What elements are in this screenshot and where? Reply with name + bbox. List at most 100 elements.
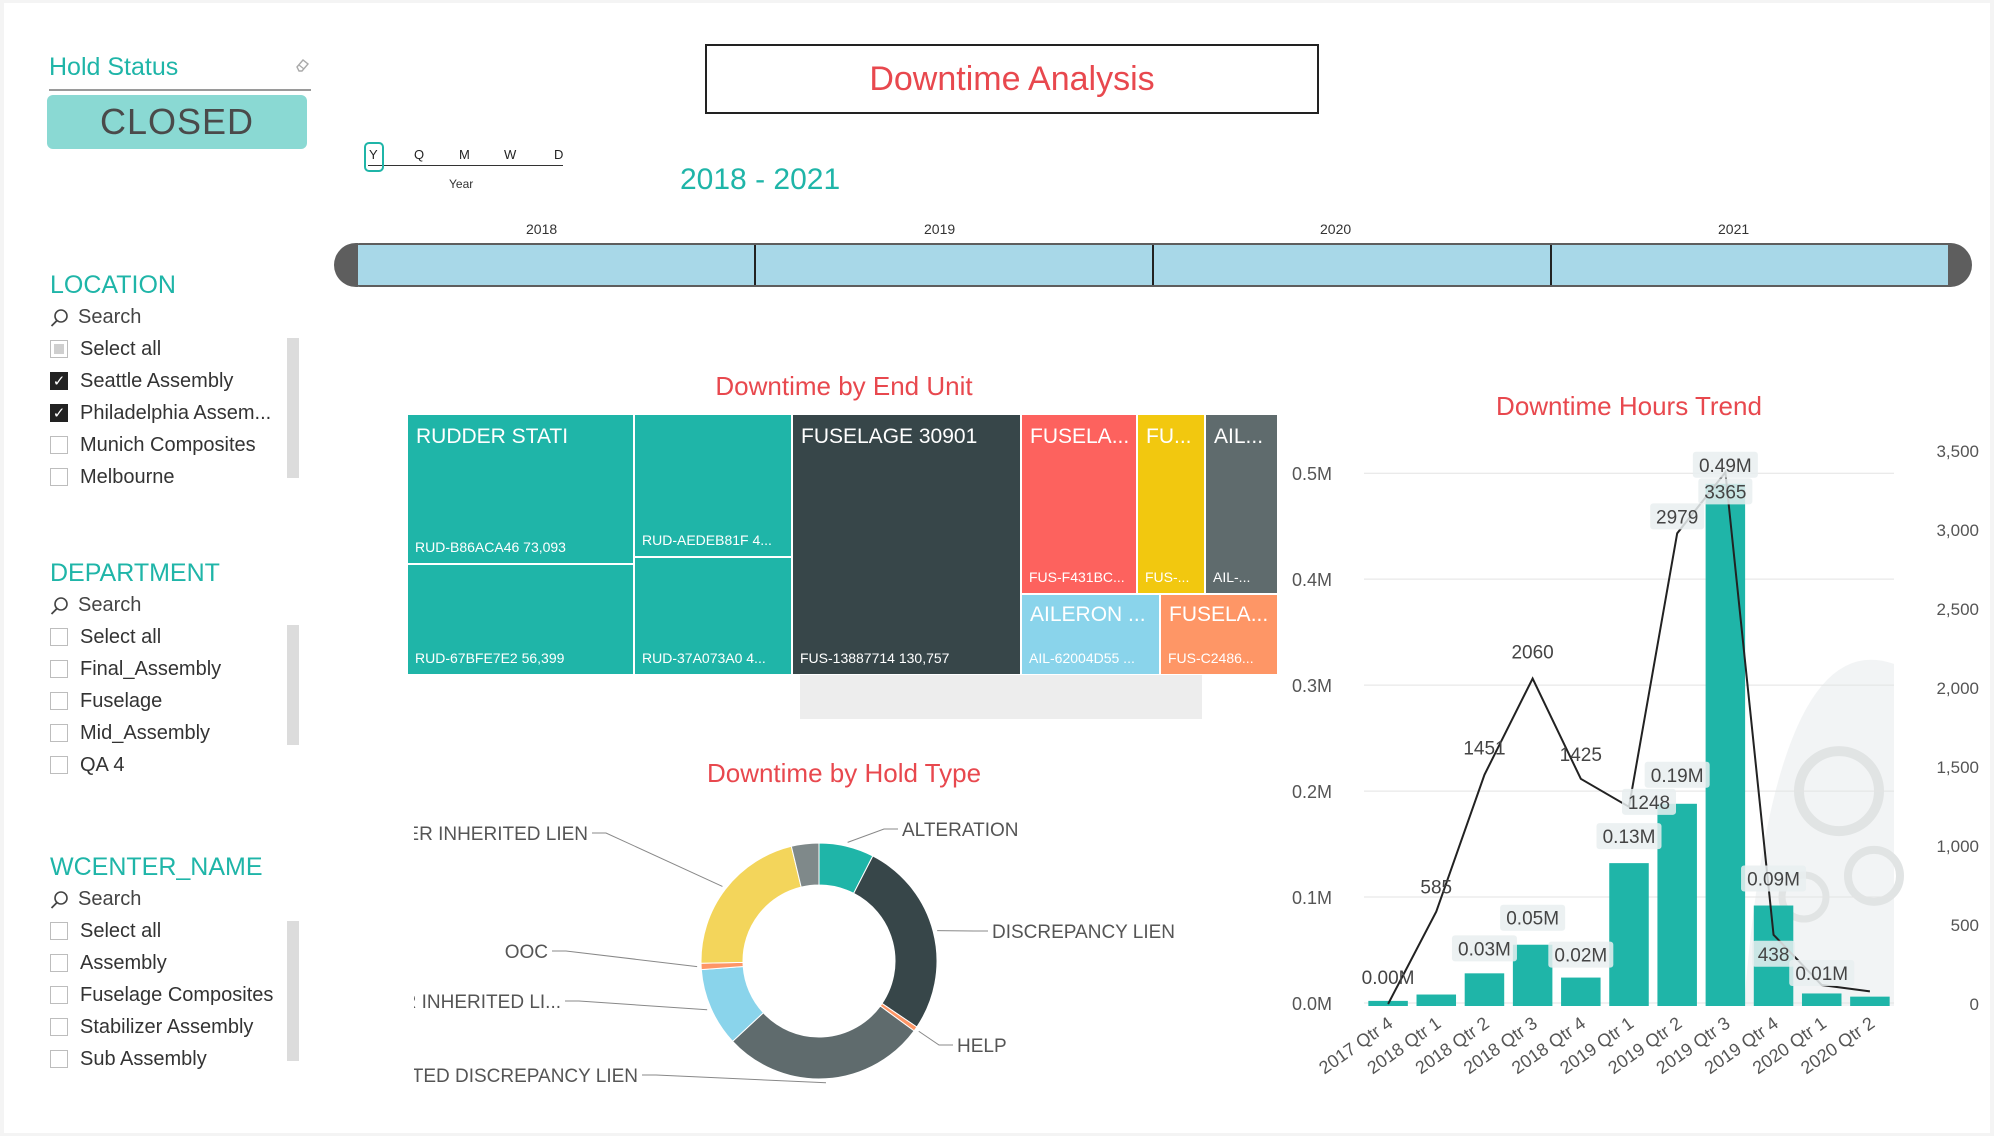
department-search-input[interactable]: Search <box>78 594 142 616</box>
donut-slice[interactable] <box>700 845 802 964</box>
bar-data-label: 0.49M <box>1699 456 1752 477</box>
location-option[interactable]: ✓ Philadelphia Assem... <box>50 397 310 429</box>
treemap-tile[interactable]: RUDDER STATI RUD-B86ACA46 73,093 <box>407 414 634 564</box>
treemap-tile[interactable]: RUD-67BFE7E2 56,399 <box>407 564 634 675</box>
timeline-period-2019[interactable] <box>756 245 1154 285</box>
trend-bar[interactable] <box>1609 863 1649 1006</box>
wcenter-slicer: WCENTER_NAME Search Select all Assembly Fu… <box>50 853 310 1075</box>
treemap-group-label: AILERON ... <box>1030 603 1146 626</box>
eraser-icon[interactable] <box>294 57 310 73</box>
location-option[interactable]: Melbourne <box>50 461 310 493</box>
checkbox[interactable] <box>50 660 68 678</box>
treemap-tile[interactable]: AILERON ... AIL-62004D55 ... <box>1021 594 1160 675</box>
wcenter-option[interactable]: Fuselage Composites <box>50 979 310 1011</box>
timeline-period-2020[interactable] <box>1154 245 1552 285</box>
granularity-month[interactable]: M <box>459 147 470 162</box>
trend-bar[interactable] <box>1464 973 1505 1006</box>
trend-bar[interactable] <box>1801 993 1842 1006</box>
y-axis-tick-label: 0.3M <box>1292 676 1332 696</box>
checkbox[interactable] <box>50 340 68 358</box>
department-option[interactable]: Select all <box>50 621 310 653</box>
treemap-tile[interactable]: RUD-37A073A0 4... <box>634 557 792 675</box>
timeline-selection[interactable] <box>358 245 1948 285</box>
wcenter-option[interactable]: Stabilizer Assembly <box>50 1011 310 1043</box>
option-label: Sub Assembly <box>80 1047 207 1070</box>
donut-slice[interactable] <box>852 855 938 1028</box>
location-search[interactable]: Search <box>50 306 310 329</box>
trend-bar[interactable] <box>1416 994 1457 1006</box>
granularity-week[interactable]: W <box>504 147 517 162</box>
department-search[interactable]: Search <box>50 594 310 617</box>
donut-slice[interactable] <box>790 842 820 888</box>
treemap-tile[interactable]: FU... FUS-... <box>1137 414 1205 594</box>
wcenter-search[interactable]: Search <box>50 888 310 911</box>
checkbox[interactable] <box>50 692 68 710</box>
line-data-label: 585 <box>1420 878 1452 899</box>
granularity-selected-indicator <box>364 142 384 172</box>
checkbox[interactable] <box>50 1018 68 1036</box>
department-option[interactable]: Final_Assembly <box>50 653 310 685</box>
treemap-tile-label: RUD-AEDEB81F 4... <box>642 532 772 548</box>
treemap-tile-label: AIL-62004D55 ... <box>1029 650 1135 666</box>
timeline-right-handle[interactable] <box>1948 243 1972 287</box>
donut-slice-label: OOC <box>505 942 548 963</box>
bar-data-label: 0.00M <box>1362 968 1415 989</box>
treemap-tile[interactable]: FUSELA... FUS-F431BC... <box>1021 414 1137 594</box>
wcenter-search-input[interactable]: Search <box>78 888 142 910</box>
checkbox[interactable] <box>50 756 68 774</box>
checkbox[interactable] <box>50 1050 68 1068</box>
checkbox[interactable]: ✓ <box>50 372 68 390</box>
bar-data-label: 0.02M <box>1554 946 1607 967</box>
location-option[interactable]: ✓ Seattle Assembly <box>50 365 310 397</box>
checkbox[interactable] <box>50 986 68 1004</box>
timeline-slicer[interactable]: 2018 2019 2020 2021 <box>334 215 1974 287</box>
checkbox[interactable] <box>50 922 68 940</box>
y2-axis-tick-label: 1,000 <box>1936 837 1979 856</box>
treemap-tile[interactable]: RUD-AEDEB81F 4... <box>634 414 792 557</box>
department-option[interactable]: Mid_Assembly <box>50 717 310 749</box>
trend-bar[interactable] <box>1850 996 1890 1006</box>
checkbox[interactable] <box>50 954 68 972</box>
granularity-day[interactable]: D <box>554 147 564 162</box>
wcenter-option[interactable]: Select all <box>50 915 310 947</box>
location-scrollbar[interactable] <box>287 338 299 478</box>
wcenter-option[interactable]: Assembly <box>50 947 310 979</box>
line-data-label-bg <box>1752 940 1796 967</box>
checkbox[interactable] <box>50 468 68 486</box>
department-scrollbar[interactable] <box>287 625 299 745</box>
checkbox[interactable] <box>50 628 68 646</box>
granularity-year[interactable]: Y <box>369 147 378 162</box>
timeline-period-2021[interactable] <box>1552 245 1948 285</box>
checkbox[interactable]: ✓ <box>50 404 68 422</box>
trend-bar[interactable] <box>1512 944 1553 1006</box>
trend-bar[interactable] <box>1705 483 1746 1006</box>
treemap-tile[interactable]: FUSELA... FUS-C2486... <box>1160 594 1278 675</box>
donut-slice[interactable] <box>731 1005 915 1080</box>
donut-chart: ALTERATION DISCREPANCY LIEN HELP INHERITED … <box>414 820 1175 1087</box>
department-option[interactable]: Fuselage <box>50 685 310 717</box>
line-data-label: 3365 <box>1704 482 1746 503</box>
location-option[interactable]: Munich Composites <box>50 429 310 461</box>
treemap-tile-label: FUS-C2486... <box>1168 650 1254 666</box>
line-data-label-bg <box>1698 478 1753 505</box>
line-data-label: 1451 <box>1463 739 1505 760</box>
timeline-year-label: 2019 <box>924 221 956 237</box>
treemap-tile[interactable]: AIL... AIL-... <box>1205 414 1278 594</box>
treemap-tile[interactable]: FUSELAGE 30901 FUS-13887714 130,757 <box>792 414 1021 675</box>
timeline-left-handle[interactable] <box>334 243 358 287</box>
granularity-quarter[interactable]: Q <box>414 147 425 162</box>
timeline-period-2018[interactable] <box>358 245 756 285</box>
bar-data-label-bg <box>1500 904 1566 931</box>
report-canvas: Hold Status CLOSED Downtime Analysis Y Q… <box>4 3 1990 1133</box>
hold-status-card: CLOSED <box>47 95 307 149</box>
trend-bar[interactable] <box>1657 803 1697 1006</box>
location-search-input[interactable]: Search <box>78 306 142 328</box>
location-option[interactable]: Select all <box>50 333 310 365</box>
wcenter-scrollbar[interactable] <box>287 921 299 1061</box>
checkbox[interactable] <box>50 724 68 742</box>
checkbox[interactable] <box>50 436 68 454</box>
wcenter-option[interactable]: Sub Assembly <box>50 1043 310 1075</box>
trend-bar[interactable] <box>1561 977 1601 1006</box>
department-option[interactable]: QA 4 <box>50 749 310 781</box>
donut-leader-line <box>552 950 698 968</box>
